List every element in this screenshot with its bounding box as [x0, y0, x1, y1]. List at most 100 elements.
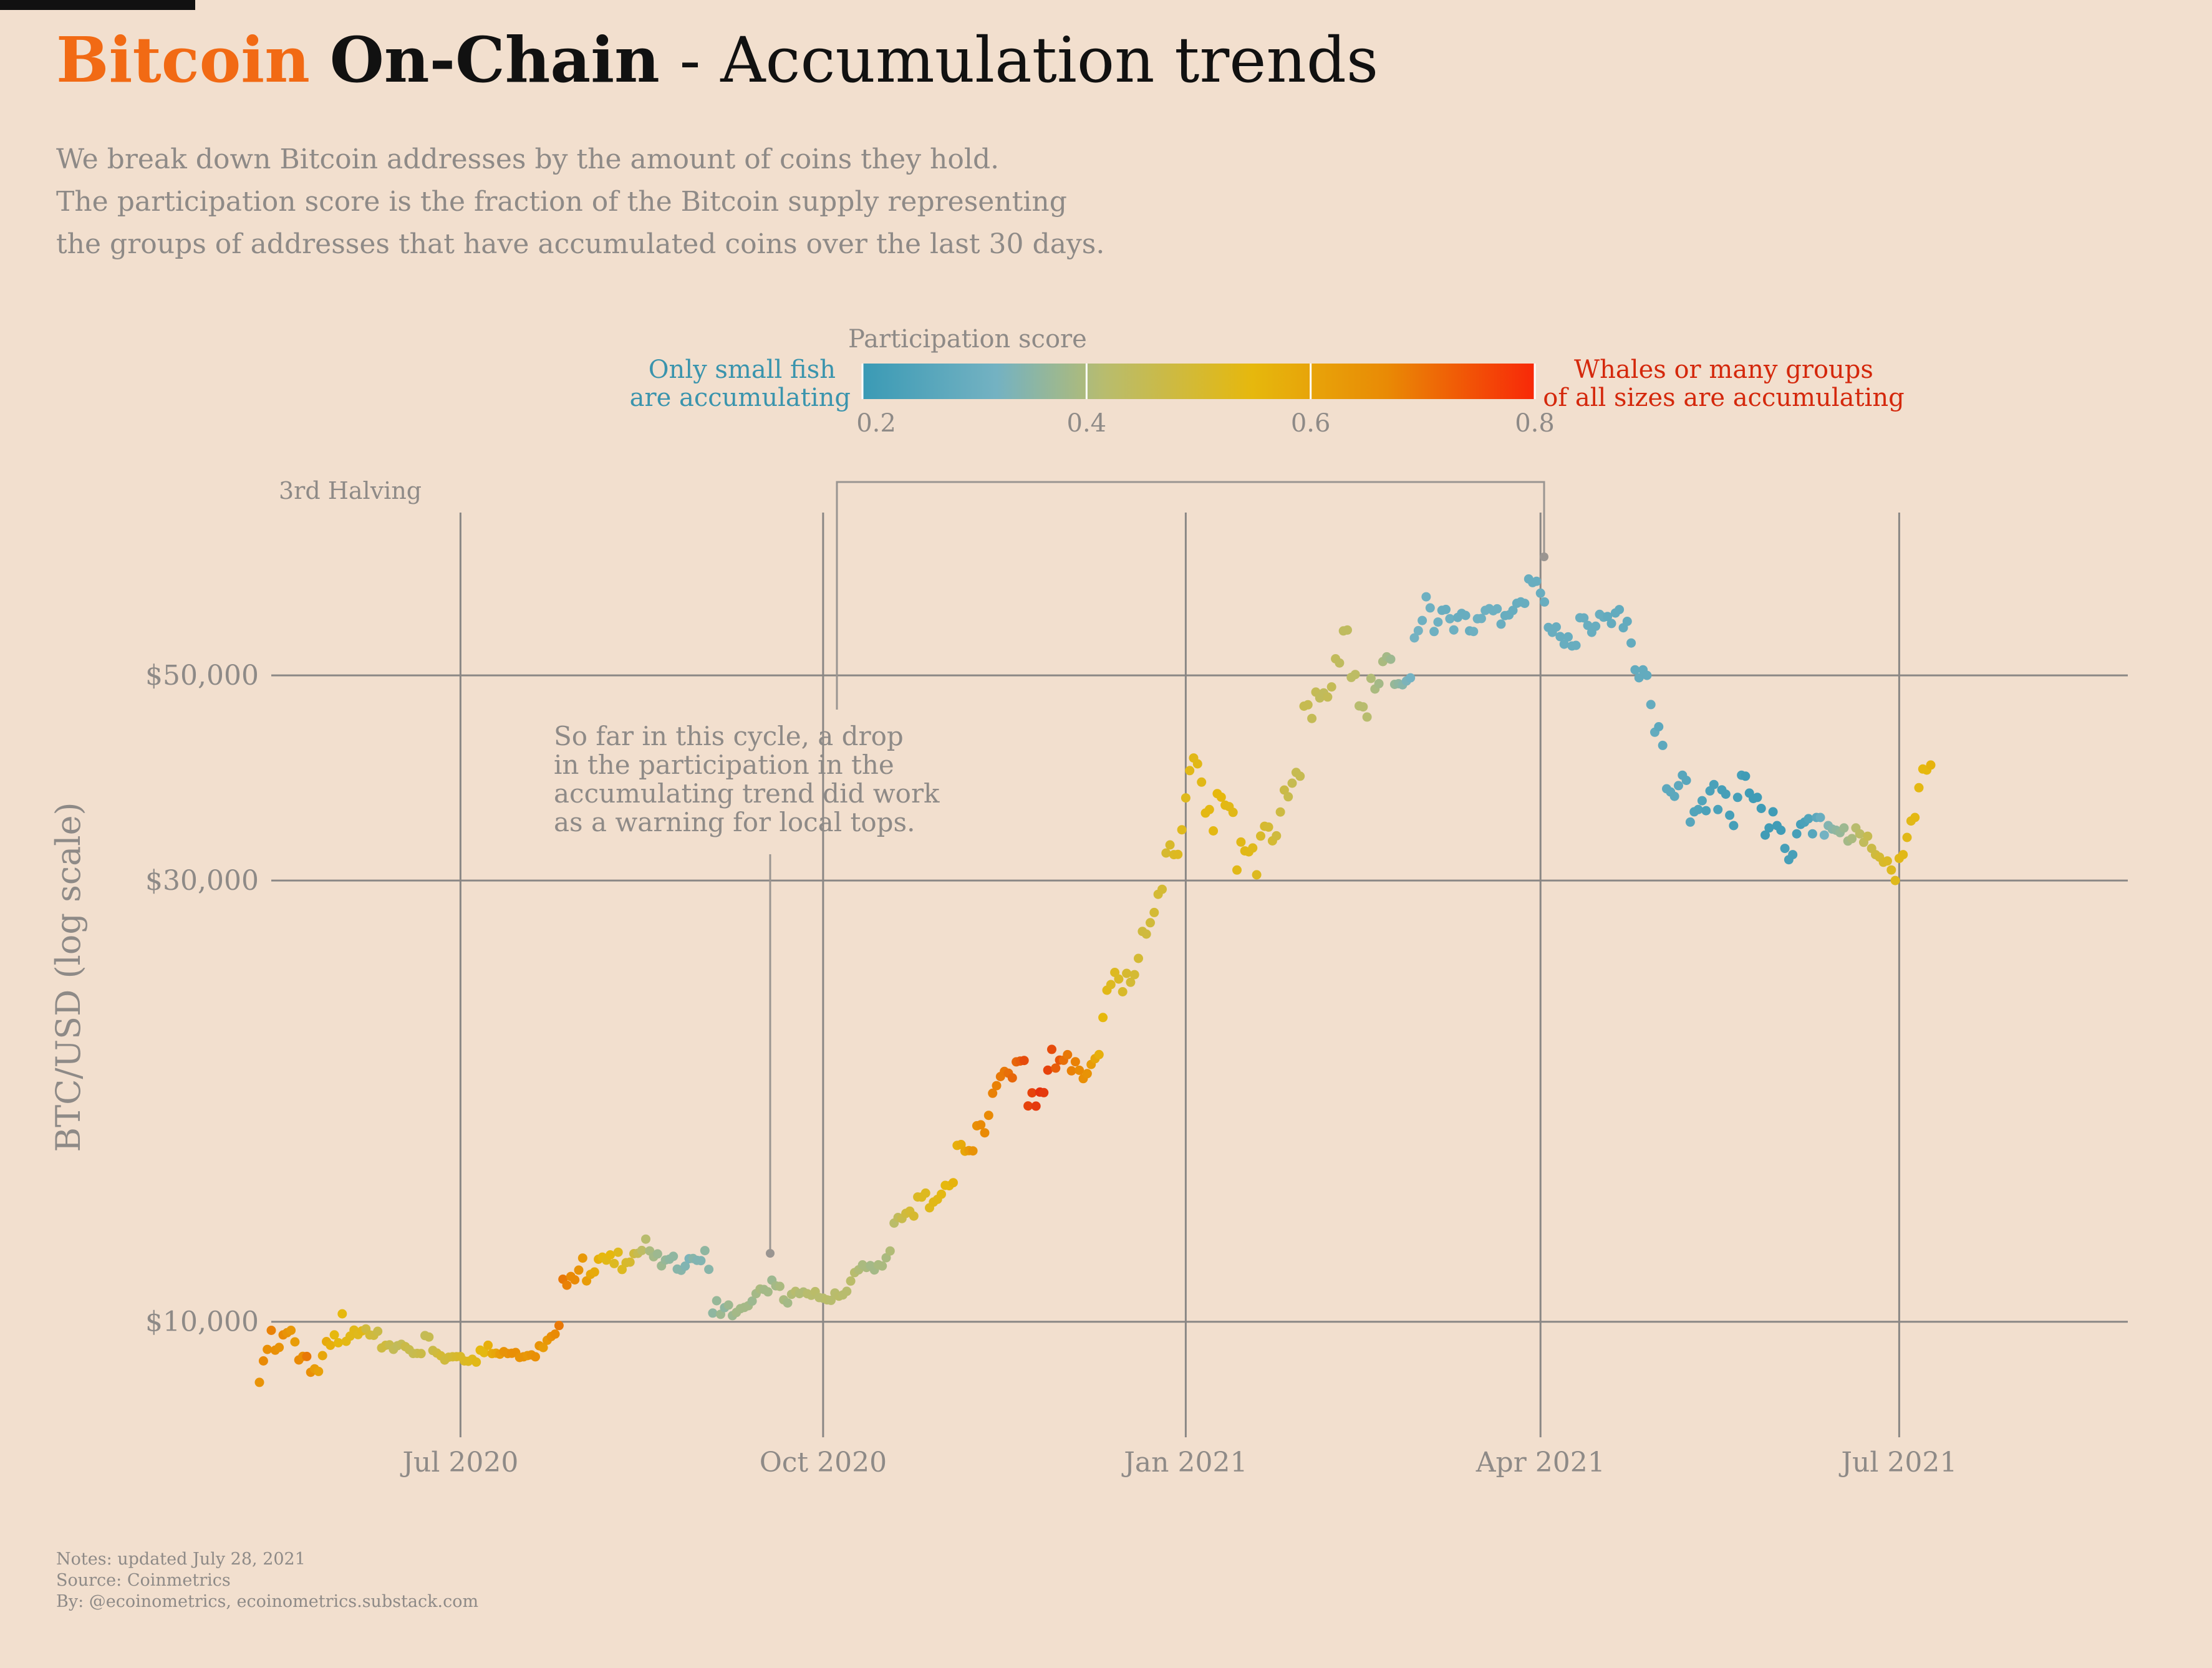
data-point: [842, 1286, 852, 1296]
callout-line-upper: [836, 481, 1545, 710]
data-point: [700, 1246, 710, 1256]
data-point: [1098, 1013, 1108, 1023]
data-point: [1106, 980, 1116, 990]
data-point: [1685, 817, 1695, 827]
data-point: [1272, 831, 1282, 841]
data-point: [1094, 1049, 1104, 1059]
data-point: [606, 1250, 616, 1260]
data-point: [669, 1251, 679, 1261]
data-point: [1122, 968, 1132, 978]
data-point: [483, 1340, 493, 1350]
data-point: [826, 1295, 836, 1305]
data-point: [1807, 829, 1817, 839]
data-point: [1630, 665, 1640, 675]
data-point: [337, 1309, 347, 1319]
legend-tick-label: 0.4: [1067, 409, 1107, 438]
y-axis: $10,000 $30,000 $50,000: [145, 660, 259, 1338]
data-point: [1063, 1049, 1073, 1059]
data-point: [1729, 821, 1739, 831]
data-point: [949, 1178, 958, 1188]
data-point: [1752, 793, 1762, 803]
data-point: [1815, 812, 1825, 822]
callout-text-line: in the participation in the: [554, 750, 894, 780]
data-point: [1335, 658, 1345, 668]
data-point: [1555, 632, 1565, 642]
data-point: [980, 1128, 990, 1138]
data-point: [1051, 1063, 1061, 1073]
data-point: [976, 1120, 986, 1130]
x-tick-label: Jan 2021: [1121, 1447, 1247, 1478]
legend-left-label-line: Only small fish: [649, 355, 836, 384]
data-point: [1669, 791, 1679, 801]
data-point: [1232, 865, 1242, 875]
data-point: [1476, 614, 1486, 624]
data-point: [1263, 822, 1273, 832]
data-point: [1681, 776, 1691, 785]
data-point: [1697, 796, 1707, 806]
data-point: [704, 1265, 714, 1275]
y-tick-label: $50,000: [145, 660, 259, 692]
data-point: [1228, 807, 1238, 817]
data-point: [1177, 825, 1187, 835]
data-point: [554, 1321, 564, 1331]
data-point: [708, 1308, 718, 1318]
callout-text-line: as a warning for local tops.: [554, 807, 915, 837]
data-point: [373, 1326, 383, 1336]
data-point: [562, 1280, 572, 1290]
data-point: [877, 1261, 887, 1271]
data-point: [625, 1257, 635, 1267]
data-point: [1082, 1069, 1092, 1079]
data-point: [1780, 844, 1790, 854]
data-point: [1362, 712, 1372, 722]
data-point: [290, 1337, 300, 1347]
legend-tick-label: 0.8: [1515, 409, 1555, 438]
data-point: [1031, 1101, 1041, 1111]
data-point: [1863, 831, 1873, 841]
data-point: [1658, 740, 1668, 750]
subtitle-line: The participation score is the fraction …: [56, 186, 1067, 218]
data-point: [1275, 807, 1285, 817]
data-point: [1421, 592, 1431, 602]
data-point: [1236, 837, 1246, 847]
data-point: [1559, 639, 1569, 649]
data-point: [1445, 614, 1455, 624]
title-brand: Bitcoin: [56, 23, 310, 97]
data-point: [1295, 771, 1305, 781]
data-point: [1732, 793, 1742, 803]
data-point: [1409, 633, 1419, 643]
x-axis: Jul 2020 Oct 2020 Jan 2021 Apr 2021 Jul 2021: [400, 1447, 1957, 1478]
data-point: [775, 1281, 785, 1291]
footer-notes: Notes: updated July 28, 2021 Source: Coi…: [56, 1549, 478, 1613]
data-point: [1540, 597, 1550, 607]
data-point: [1646, 700, 1656, 710]
data-point: [1039, 1087, 1049, 1097]
data-point: [1141, 929, 1151, 939]
data-point: [1350, 670, 1360, 680]
data-point: [747, 1296, 757, 1306]
data-point: [1149, 907, 1159, 917]
data-point: [302, 1351, 312, 1361]
data-point: [1713, 804, 1723, 814]
data-point: [1615, 605, 1625, 615]
data-point: [263, 1344, 273, 1354]
data-point: [1192, 759, 1202, 769]
data-point: [920, 1188, 930, 1198]
data-point: [1721, 789, 1731, 799]
data-point: [1902, 832, 1912, 842]
data-point: [1764, 823, 1774, 833]
data-point: [1552, 622, 1561, 632]
data-point: [416, 1349, 426, 1359]
data-point: [881, 1253, 891, 1263]
data-point: [1433, 617, 1443, 627]
subtitle: We break down Bitcoin addresses by the a…: [56, 138, 1104, 266]
data-point: [1642, 670, 1652, 680]
data-point: [1579, 613, 1589, 623]
data-point: [1425, 603, 1435, 613]
legend-tick-label: 0.6: [1291, 409, 1331, 438]
data-point: [846, 1276, 856, 1286]
data-point: [641, 1234, 650, 1244]
data-point: [1204, 804, 1214, 814]
data-point: [1603, 612, 1613, 622]
data-point: [1839, 823, 1849, 833]
legend: Participation score 0.2 0.4 0.6 0.8 Only sm…: [630, 325, 1905, 438]
